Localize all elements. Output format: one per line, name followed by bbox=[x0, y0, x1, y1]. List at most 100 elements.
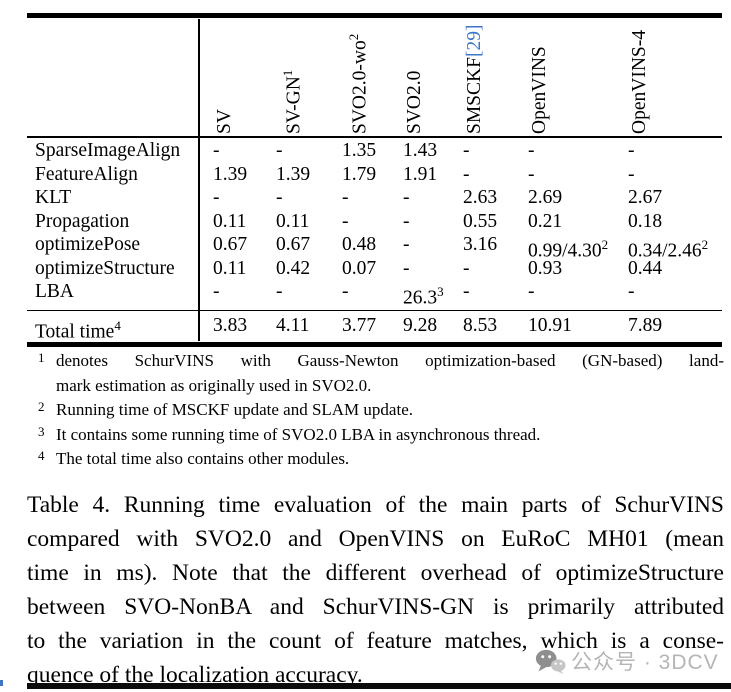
footnote-line: mark estimation as originally used in SV… bbox=[56, 375, 372, 395]
table-cell: 1.79 bbox=[342, 163, 377, 185]
row-label: Propagation bbox=[35, 210, 130, 232]
table-cell: 8.53 bbox=[463, 315, 498, 336]
table-column-separator bbox=[198, 19, 200, 341]
table-cell: 3.83 bbox=[213, 315, 248, 336]
column-header-sv: SV bbox=[214, 109, 235, 134]
footnote-line: It contains some running time of SVO2.0 … bbox=[56, 424, 541, 444]
table-cell: - bbox=[342, 281, 349, 302]
row-label: FeatureAlign bbox=[35, 163, 138, 185]
table-cell: 0.44 bbox=[628, 257, 663, 279]
footnote-2: 2 Running time of MSCKF update and SLAM u… bbox=[30, 398, 724, 423]
table-cell: - bbox=[528, 163, 535, 185]
table-cell: 1.39 bbox=[213, 163, 248, 185]
watermark: 公众号 · 3DCV bbox=[535, 646, 719, 676]
table-cell: 9.28 bbox=[403, 315, 438, 336]
table-cell: 0.42 bbox=[276, 257, 311, 279]
column-header-svo2-0: SVO2.0 bbox=[404, 70, 425, 134]
table-cell: - bbox=[342, 187, 349, 208]
table-cell: - bbox=[342, 210, 349, 232]
column-header-openvins: OpenVINS bbox=[529, 46, 550, 134]
footnote-line: Running time of MSCKF update and SLAM up… bbox=[56, 400, 413, 419]
table-cell: - bbox=[276, 140, 283, 161]
table-cell: - bbox=[463, 281, 470, 302]
footnote-1: 1 denotes SchurVINS with Gauss-Newton opt… bbox=[30, 349, 724, 398]
row-label: optimizePose bbox=[35, 234, 141, 255]
footnote-3: 3 It contains some running time of SVO2.0… bbox=[30, 423, 724, 448]
table-cell: - bbox=[403, 257, 410, 279]
table-rule-top bbox=[27, 13, 722, 18]
table-cell: 1.91 bbox=[403, 163, 438, 185]
results-table: SV SV-GN1 SVO2.0-wo2 SVO2.0 SMSCKF[29] OpenVI… bbox=[27, 13, 722, 351]
footnote-marker: 4 bbox=[38, 448, 45, 463]
table-row-propagation: Propagation 0.11 0.11 - - 0.55 0.21 0.18 bbox=[27, 210, 722, 234]
table-cell: 0.67 bbox=[276, 234, 311, 255]
table-cell: 0.48 bbox=[342, 234, 377, 255]
table-cell: - bbox=[403, 234, 410, 255]
footnote-line: The total time also contains other modul… bbox=[56, 449, 350, 468]
table-cell: - bbox=[403, 210, 410, 232]
column-header-openvins-4: OpenVINS-4 bbox=[629, 30, 650, 134]
table-cell: 1.43 bbox=[403, 140, 438, 161]
table-row-optimizestructure: optimizeStructure 0.11 0.42 0.07 - - 0.93 0.44 bbox=[27, 257, 722, 281]
table-cell: - bbox=[528, 281, 535, 302]
table-cell: 0.34/2.462 bbox=[628, 237, 709, 262]
table-cell: 1.39 bbox=[276, 163, 311, 185]
table-rule-bottom bbox=[27, 342, 722, 347]
row-label: LBA bbox=[35, 281, 74, 302]
watermark-text: 公众号 · 3DCV bbox=[571, 651, 719, 674]
table-cell: - bbox=[463, 140, 470, 161]
table-row-klt: KLT - - - - 2.63 2.69 2.67 bbox=[27, 186, 722, 210]
table-cell: 0.11 bbox=[213, 257, 247, 279]
table-cell: 2.63 bbox=[463, 187, 498, 208]
caption-line: compared with SVO2.0 and OpenVINS on EuR… bbox=[27, 526, 724, 552]
table-cell: 3.77 bbox=[342, 315, 377, 336]
table-total-row: Total time4 3.83 4.11 3.77 9.28 8.53 10.91 7.89 bbox=[27, 312, 722, 343]
table-cell: - bbox=[213, 281, 220, 302]
table-cell: - bbox=[213, 140, 220, 161]
table-cell: 0.99/4.302 bbox=[528, 237, 609, 262]
caption-line: between SVO-NonBA and SchurVINS-GN is pr… bbox=[27, 594, 724, 620]
table-cell: - bbox=[628, 281, 635, 302]
table-cell: 10.91 bbox=[528, 315, 572, 336]
table-cell: - bbox=[528, 140, 535, 161]
table-cell: - bbox=[463, 163, 470, 185]
column-header-sv-gn: SV-GN1 bbox=[280, 69, 305, 134]
table-cell: 0.11 bbox=[213, 210, 247, 232]
table-cell: 4.11 bbox=[276, 315, 310, 336]
caption-line: to the variation in the count of feature… bbox=[27, 628, 724, 654]
table-cell: 3.16 bbox=[463, 234, 498, 255]
table-row-optimizepose: optimizePose 0.67 0.67 0.48 - 3.16 0.99/4.302 0… bbox=[27, 233, 722, 262]
table-cell: - bbox=[628, 140, 635, 161]
row-label: KLT bbox=[35, 187, 72, 208]
table-footnotes: 1 denotes SchurVINS with Gauss-Newton opt… bbox=[30, 349, 724, 472]
table-cell: 0.21 bbox=[528, 210, 563, 232]
table-cell: 0.18 bbox=[628, 210, 663, 232]
table-body: SparseImageAlign - -1.35 1.43- - - FeatureAlig… bbox=[27, 139, 722, 309]
wechat-icon bbox=[535, 649, 566, 674]
footnote-marker: 2 bbox=[38, 399, 45, 414]
table-cell: 0.93 bbox=[528, 257, 563, 279]
table-cell: 0.67 bbox=[213, 234, 248, 255]
bottom-black-bar bbox=[27, 683, 731, 689]
row-label: Total time4 bbox=[35, 318, 121, 343]
table-rule-below-header bbox=[27, 136, 722, 138]
edge-artifact bbox=[0, 680, 3, 686]
table-cell: - bbox=[403, 187, 410, 208]
table-cell: 0.07 bbox=[342, 257, 377, 279]
table-cell: 2.69 bbox=[528, 187, 563, 208]
table-cell: - bbox=[276, 187, 283, 208]
citation-link[interactable]: [29] bbox=[464, 24, 485, 58]
footnote-marker: 3 bbox=[38, 423, 45, 439]
table-cell: 1.35 bbox=[342, 140, 377, 161]
footnote-4: 4 The total time also contains other modu… bbox=[30, 447, 724, 472]
column-header-svo2-0-wo: SVO2.0-wo2 bbox=[346, 33, 371, 134]
table-cell: 26.33 bbox=[403, 284, 444, 309]
table-cell: - bbox=[213, 187, 220, 208]
table-cell: - bbox=[276, 281, 283, 302]
row-label: optimizeStructure bbox=[35, 257, 175, 279]
footnote-marker: 1 bbox=[38, 350, 45, 365]
footnote-line: denotes SchurVINS with Gauss-Newton opti… bbox=[56, 351, 724, 370]
table-caption: Table 4. Running time evaluation of the … bbox=[27, 488, 724, 692]
table-row-featurealign: FeatureAlign 1.39 1.39 1.79 1.91 - - - bbox=[27, 163, 722, 187]
